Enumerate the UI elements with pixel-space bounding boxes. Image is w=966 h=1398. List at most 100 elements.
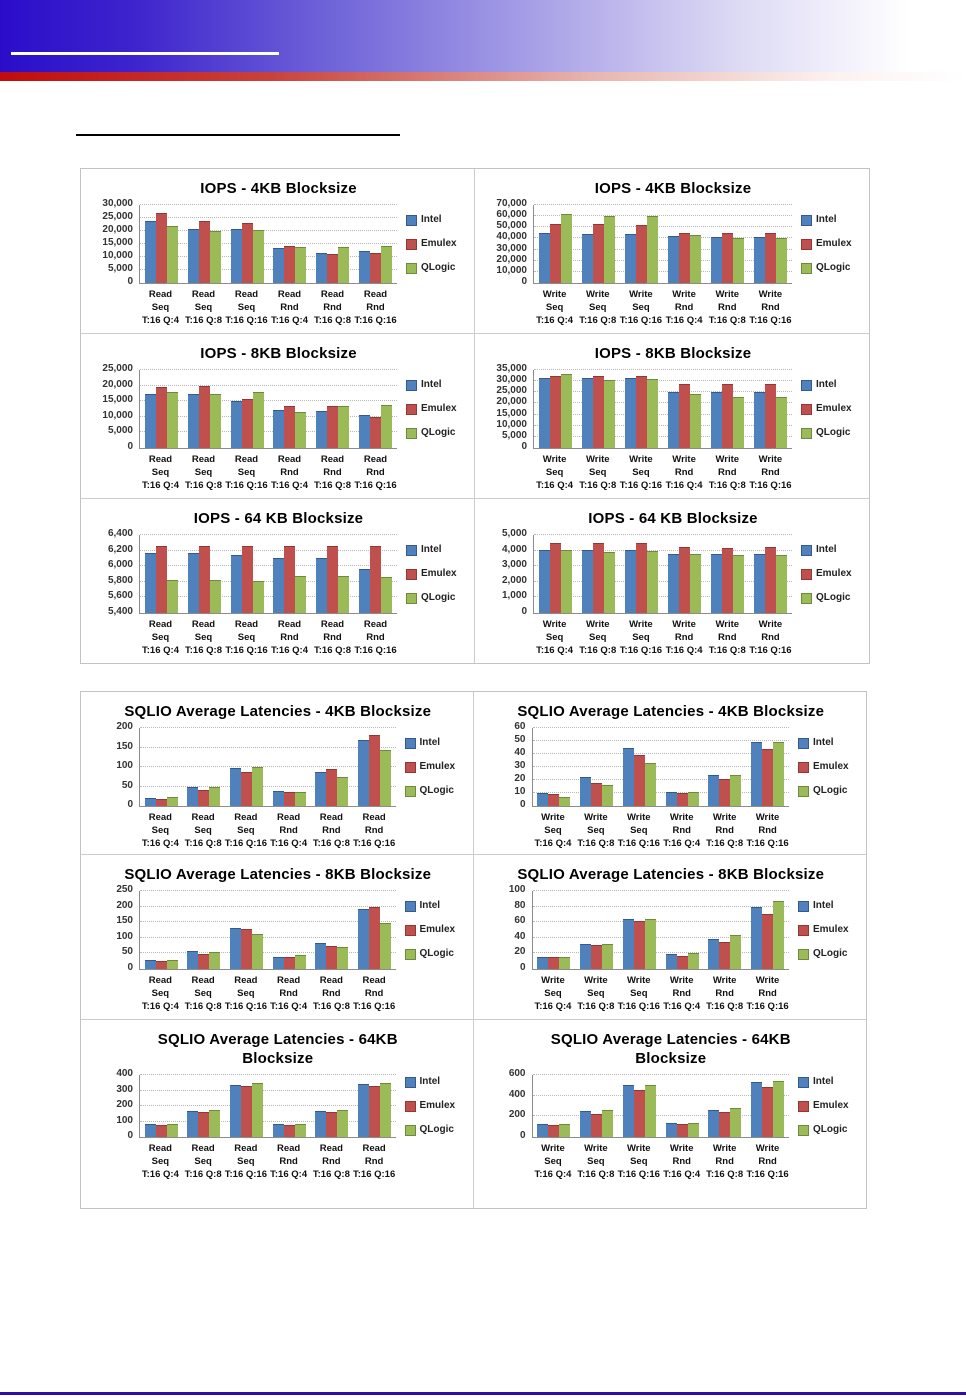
y-tick-label: 35,000 bbox=[496, 363, 527, 374]
bar-emulex bbox=[676, 1124, 688, 1137]
chart-title-line: IOPS - 4KB Blocksize bbox=[200, 180, 357, 197]
legend-item-qlogic: QLogic bbox=[404, 1124, 465, 1136]
x-axis-labels: Read Seq T:16 Q:4 Read Seq T:16 Q:8 Read S… bbox=[139, 811, 396, 850]
y-axis: 5,400 5,600 5,800 6,000 6,200 6,400 bbox=[91, 529, 139, 617]
bar-emulex bbox=[633, 921, 645, 969]
y-tick-label: 6,200 bbox=[107, 543, 133, 555]
bar-qlogic bbox=[644, 919, 656, 969]
bar-emulex bbox=[548, 957, 560, 969]
bar-intel bbox=[272, 1124, 284, 1137]
bar-group bbox=[225, 728, 268, 806]
bar-group bbox=[268, 728, 311, 806]
category-label: Read Rnd T:16 Q:4 bbox=[270, 975, 308, 1012]
bar-group bbox=[620, 370, 663, 448]
legend-label: Intel bbox=[813, 737, 834, 748]
gridline bbox=[532, 952, 789, 954]
chart-title-line: IOPS - 64 KB Blocksize bbox=[588, 510, 758, 527]
category-label: Write Rnd T:16 Q:16 bbox=[746, 975, 789, 1012]
bar-group bbox=[706, 535, 749, 613]
section-heading-rule bbox=[76, 134, 400, 136]
chart-title: IOPS - 4KB Blocksize bbox=[485, 179, 861, 198]
legend-swatch-intel-icon bbox=[798, 900, 809, 912]
bar-group bbox=[746, 891, 789, 969]
latency-chart-group: SQLIO Average Latencies - 4KB Blocksize 0… bbox=[80, 691, 867, 1209]
bar-qlogic bbox=[209, 580, 221, 613]
bar-emulex bbox=[636, 375, 647, 448]
bar-emulex bbox=[368, 906, 380, 969]
legend-swatch-qlogic-icon bbox=[406, 262, 417, 274]
bar-qlogic bbox=[166, 797, 178, 806]
bar-qlogic bbox=[379, 923, 391, 969]
bar-emulex bbox=[283, 791, 295, 806]
footer-rule bbox=[0, 1392, 966, 1395]
y-tick-label: 15,000 bbox=[102, 237, 133, 248]
legend-label: Emulex bbox=[816, 568, 852, 579]
chart-title-line: SQLIO Average Latencies - 8KB Blocksize bbox=[124, 866, 432, 883]
bar-emulex bbox=[198, 954, 210, 969]
x-axis-labels: Write Seq T:16 Q:4 Write Seq T:16 Q:8 Writ… bbox=[533, 618, 792, 657]
iops-chart-group: IOPS - 4KB Blocksize 0 5,000 10,000 15,000 20… bbox=[80, 168, 870, 664]
bar-qlogic bbox=[644, 763, 656, 806]
bar-emulex bbox=[676, 955, 688, 969]
bar-intel bbox=[665, 954, 677, 969]
bar-group bbox=[749, 370, 792, 448]
bar-qlogic bbox=[730, 934, 742, 969]
legend-label: QLogic bbox=[813, 785, 848, 796]
bar-emulex bbox=[327, 546, 339, 613]
legend-label: QLogic bbox=[816, 262, 851, 273]
y-tick-label: 25,000 bbox=[496, 385, 527, 397]
bar-emulex bbox=[676, 793, 688, 806]
bar-qlogic bbox=[294, 791, 306, 806]
x-axis-labels: Write Seq T:16 Q:4 Write Seq T:16 Q:8 Writ… bbox=[533, 288, 792, 327]
plot-column: Read Seq T:16 Q:4 Read Seq T:16 Q:8 Read S… bbox=[139, 369, 397, 492]
bar-qlogic bbox=[166, 1123, 178, 1137]
legend-label: QLogic bbox=[816, 592, 851, 603]
legend-item-qlogic: QLogic bbox=[406, 592, 466, 604]
chart-title: IOPS - 64 KB Blocksize bbox=[91, 509, 466, 528]
gridline bbox=[534, 237, 792, 239]
legend-label: Emulex bbox=[419, 761, 456, 772]
bar-group bbox=[577, 535, 620, 613]
category-label: Read Seq T:16 Q:16 bbox=[224, 1143, 267, 1180]
plot-area bbox=[139, 534, 397, 614]
bar-group bbox=[534, 205, 577, 283]
bar-group bbox=[268, 535, 311, 613]
bar-intel bbox=[708, 938, 720, 969]
chart-title-line: SQLIO Average Latencies - 64KB bbox=[157, 1031, 398, 1048]
category-label: Write Rnd T:16 Q:4 bbox=[663, 975, 701, 1012]
y-tick-label: 15,000 bbox=[102, 394, 133, 406]
bar-intel bbox=[229, 927, 241, 969]
y-tick-label: 60,000 bbox=[496, 209, 527, 221]
plot-column: Write Seq T:16 Q:4 Write Seq T:16 Q:8 Writ… bbox=[531, 1074, 789, 1181]
gridline bbox=[140, 905, 396, 907]
chart-title: SQLIO Average Latencies - 8KB Blocksize bbox=[484, 865, 859, 884]
category-label: Write Rnd T:16 Q:16 bbox=[749, 454, 792, 491]
y-tick-label: 5,000 bbox=[107, 263, 133, 275]
bar-qlogic bbox=[251, 767, 263, 806]
category-label: Write Seq T:16 Q:4 bbox=[536, 619, 574, 656]
bar-qlogic bbox=[559, 1124, 571, 1137]
header-banner bbox=[0, 0, 966, 72]
legend-swatch-qlogic-icon bbox=[404, 1124, 416, 1136]
y-tick-label: 50,000 bbox=[496, 220, 527, 232]
bar-intel bbox=[144, 220, 156, 283]
bar-group bbox=[575, 891, 618, 969]
bar-group bbox=[620, 535, 663, 613]
bar-group bbox=[749, 205, 792, 283]
y-tick-label: 5,000 bbox=[501, 429, 527, 441]
bar-qlogic bbox=[338, 575, 350, 613]
bar-qlogic bbox=[776, 237, 787, 283]
legend-label: Intel bbox=[816, 214, 837, 225]
category-label: Write Seq T:16 Q:4 bbox=[534, 1143, 572, 1180]
bar-intel bbox=[359, 251, 371, 283]
chart-latency-64kb-read: SQLIO Average Latencies - 64KB Blocksize 0… bbox=[81, 1020, 474, 1208]
legend-item-qlogic: QLogic bbox=[801, 262, 861, 274]
chart-title: SQLIO Average Latencies - 64KB Blocksize bbox=[484, 1030, 859, 1068]
category-label: Write Rnd T:16 Q:8 bbox=[706, 812, 744, 849]
legend-item-qlogic: QLogic bbox=[798, 785, 858, 797]
y-tick-label: 25,000 bbox=[102, 363, 133, 374]
legend-item-qlogic: QLogic bbox=[406, 427, 466, 439]
y-tick-label: 50 bbox=[514, 734, 526, 745]
bar-group bbox=[268, 205, 311, 283]
bar-group bbox=[704, 891, 747, 969]
